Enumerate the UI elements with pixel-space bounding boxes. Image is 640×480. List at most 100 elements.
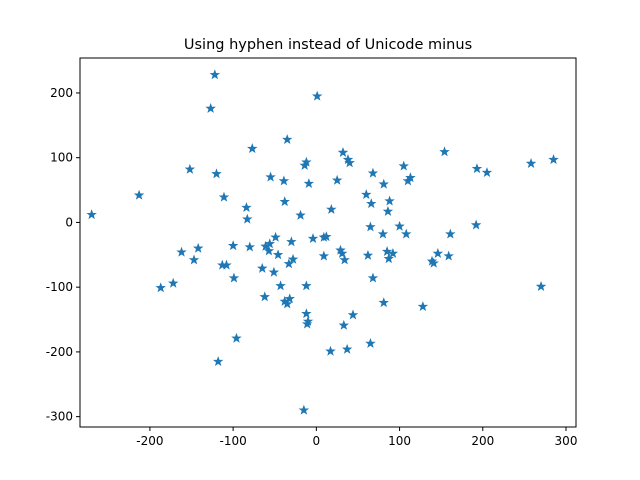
- scatter-point: [398, 160, 409, 171]
- scatter-point: [307, 233, 319, 244]
- x-tick-label: 100: [388, 434, 411, 448]
- scatter-point: [367, 272, 379, 283]
- x-axis: -200 -100 0 100 200 300: [136, 427, 577, 448]
- y-tick-label: 100: [50, 151, 73, 165]
- scatter-point: [401, 228, 412, 239]
- scatter-point: [184, 163, 196, 174]
- scatter-point: [228, 272, 240, 283]
- scatter-point: [259, 291, 270, 302]
- y-tick-label: -200: [46, 345, 73, 359]
- scatter-point: [301, 156, 312, 167]
- scatter-point: [286, 236, 297, 247]
- scatter-point: [344, 157, 355, 168]
- scatter-point: [155, 282, 166, 293]
- scatter-point: [535, 281, 547, 291]
- scatter-point: [268, 266, 280, 277]
- scatter-point: [318, 231, 330, 242]
- scatter-point: [295, 209, 306, 220]
- scatter-point: [394, 220, 405, 231]
- scatter-point: [366, 198, 377, 209]
- scatter-point: [188, 254, 200, 265]
- scatter-point: [338, 319, 350, 330]
- scatter-point: [378, 297, 389, 308]
- scatter-point: [432, 248, 444, 258]
- scatter-point: [244, 241, 255, 252]
- scatter-point: [335, 244, 346, 255]
- scatter-point: [382, 205, 394, 216]
- scatter-point: [417, 301, 429, 312]
- scatter-point: [275, 280, 286, 291]
- scatter-point: [365, 338, 376, 348]
- scatter-point: [301, 308, 312, 319]
- scatter-point: [481, 167, 493, 178]
- scatter-point: [287, 253, 299, 264]
- scatter-point: [217, 259, 228, 270]
- scatter-point: [387, 248, 399, 258]
- scatter-point: [211, 168, 222, 179]
- y-tick-label: 200: [50, 86, 73, 100]
- scatter-point: [278, 175, 290, 186]
- scatter-point: [263, 245, 275, 256]
- scatter-point: [525, 158, 537, 168]
- scatter-point: [439, 146, 450, 157]
- scatter-point: [361, 189, 372, 200]
- scatter-point: [347, 309, 359, 320]
- scatter-point: [384, 195, 395, 206]
- scatter-point: [176, 246, 187, 257]
- data-points: [86, 69, 559, 415]
- scatter-point: [331, 174, 343, 185]
- scatter-point: [301, 318, 313, 329]
- scatter-point: [470, 219, 482, 230]
- scatter-point: [192, 242, 204, 253]
- x-tick-label: 300: [555, 434, 578, 448]
- scatter-point: [257, 262, 268, 273]
- scatter-point: [212, 356, 224, 367]
- scatter-point: [443, 250, 454, 261]
- plot-frame: [79, 57, 577, 428]
- scatter-point: [227, 240, 239, 251]
- scatter-point: [311, 90, 323, 101]
- y-tick-label: -100: [46, 280, 73, 294]
- y-tick-label: -300: [46, 410, 73, 424]
- scatter-point: [381, 246, 393, 256]
- y-axis: -300 -200 -100 0 100 200: [46, 86, 80, 424]
- scatter-point: [270, 231, 281, 242]
- scatter-point: [284, 293, 295, 304]
- scatter-point: [86, 209, 97, 220]
- scatter-point: [167, 277, 179, 288]
- scatter-point: [339, 254, 350, 265]
- scatter-point: [471, 163, 483, 174]
- scatter-point: [209, 69, 221, 80]
- x-tick-label: -100: [220, 434, 247, 448]
- scatter-point: [445, 228, 456, 239]
- x-tick-label: 0: [313, 434, 321, 448]
- scatter-point: [301, 280, 312, 291]
- scatter-point: [283, 258, 295, 269]
- scatter-point: [405, 172, 416, 183]
- scatter-point: [383, 253, 394, 264]
- scatter-point: [231, 332, 242, 343]
- y-tick-label: 0: [65, 215, 73, 229]
- scatter-point: [428, 257, 439, 268]
- scatter-point: [205, 103, 216, 113]
- scatter-point: [365, 221, 376, 232]
- scatter-point: [247, 143, 258, 154]
- chart-title: Using hyphen instead of Unicode minus: [184, 37, 472, 53]
- scatter-point: [298, 404, 310, 415]
- scatter-point: [362, 249, 374, 260]
- x-tick-label: 200: [471, 434, 494, 448]
- scatter-point: [337, 147, 349, 157]
- scatter-point: [318, 250, 330, 261]
- scatter-point: [377, 228, 389, 239]
- scatter-point: [367, 167, 379, 178]
- scatter-point: [548, 154, 559, 165]
- scatter-point: [279, 196, 290, 207]
- scatter-point: [325, 345, 336, 356]
- scatter-point: [265, 171, 276, 182]
- scatter-point: [241, 202, 252, 212]
- scatter-point: [326, 204, 337, 214]
- scatter-point: [264, 238, 275, 249]
- scatter-point: [282, 134, 293, 144]
- scatter-point: [133, 189, 145, 200]
